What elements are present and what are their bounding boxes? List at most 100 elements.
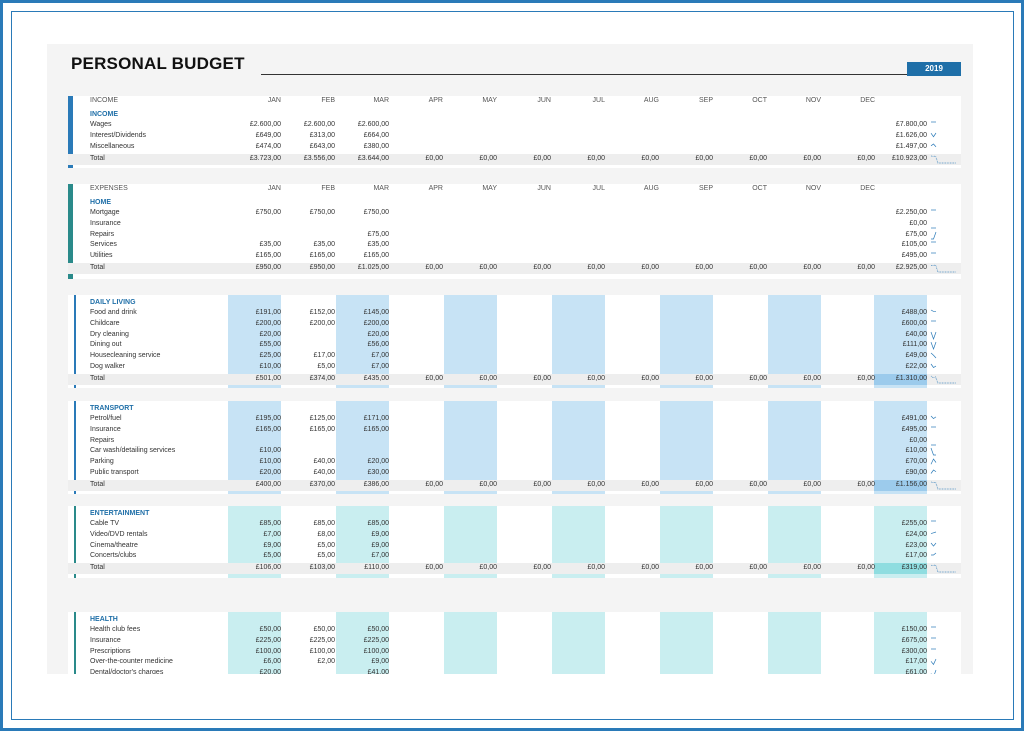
table-row: Interest/Dividends £649,00 £313,00 £664,00 £… [68,131,961,142]
cell-jan: £85,00 [259,520,281,527]
cell-feb: £17,00 [313,352,335,360]
cell-oct [715,519,767,530]
cell-nov [769,446,821,457]
cell-year: £105,00 [901,241,927,249]
cell-nov [769,530,821,541]
cell-oct [715,457,767,468]
cell-jul [553,251,605,262]
cell-jul [553,457,605,468]
month-header-feb: FEB [321,185,335,192]
cell-jul [553,240,605,251]
cell-jul: £0,00 [587,155,605,162]
table-row: Wages £2.600,00 £2.600,00 £2.600,00 £7.800,0… [68,120,961,131]
sparkline-path [931,231,937,239]
table-row: Repairs £75,00 £75,00 [68,230,961,241]
month-header-sep: SEP [698,97,713,104]
cell-jun [499,457,551,468]
cell-year: £675,00 [901,636,927,644]
cell-sep [661,319,713,330]
cell-feb: £165,00 [309,425,335,433]
cell-dec [823,446,875,457]
cell-jul [553,625,605,636]
cell-jan: £10,00 [259,458,281,466]
cell-jun [499,142,551,153]
cell-apr: £0,00 [425,264,443,271]
sparkline-chart [931,648,936,649]
category-label: ENTERTAINMENT [90,510,150,517]
sparkline-chart [930,458,937,465]
cell-jul: £0,00 [587,480,605,488]
category-row: HEALTH [68,615,961,626]
cell-apr: £0,00 [425,374,443,382]
cell-feb: £165,00 [309,252,335,260]
cell-dec [823,425,875,436]
cell-nov [769,657,821,668]
cell-jun [499,219,551,230]
cell-oct: £0,00 [749,564,767,572]
cell-dec: £0,00 [857,264,875,271]
cell-mar: £3.644,00 [357,155,389,162]
sparkline-chart [930,342,937,351]
row-label: Childcare [90,319,120,327]
cell-oct [715,541,767,552]
cell-aug [607,330,659,341]
table-row: Repairs £0,00 [68,436,961,447]
cell-may [445,446,497,457]
cell-dec [823,362,875,373]
row-label: Public transport [90,469,139,476]
table-row: Over-the-counter medicine £6,00 £2,00 £9,00… [68,657,961,668]
cell-nov [769,219,821,230]
cell-jul [553,636,605,647]
cell-jan: £6,00 [263,658,281,666]
cell-feb [283,340,335,351]
column-shading [660,295,713,388]
cell-feb: £370,00 [309,480,335,488]
cell-feb [283,446,335,457]
row-label: Parking [90,458,114,466]
row-label: Dry cleaning [90,330,129,338]
cell-year: £90,00 [905,469,927,476]
cell-jun [499,519,551,530]
row-label: Dog walker [90,363,126,370]
sparkline-chart [930,469,937,474]
cell-jul [553,446,605,457]
cell-jan: £10,00 [259,363,281,370]
cell-apr [391,142,443,153]
cell-jul [553,120,605,131]
cell-aug [607,541,659,552]
cell-mar: £7,00 [371,552,389,560]
cell-may [445,519,497,530]
sparkline-path [930,415,937,419]
cell-year: £24,00 [905,530,927,538]
table-row: Public transport £20,00 £40,00 £30,00 £90,00 [68,468,961,479]
cell-apr [391,319,443,330]
category-row: INCOME [68,110,961,121]
sparkline-path [931,553,937,556]
cell-sep [661,330,713,341]
cell-nov [769,240,821,251]
cell-oct [715,308,767,319]
row-label: Insurance [90,219,121,227]
cell-sep [661,120,713,131]
cell-jun: £0,00 [533,480,551,488]
row-label: Over-the-counter medicine [90,658,173,666]
cell-jul [553,362,605,373]
cell-mar: £100,00 [363,647,389,655]
cell-nov [769,668,821,674]
cell-apr [391,131,443,142]
cell-mar: £110,00 [364,564,389,572]
cell-apr: £0,00 [425,564,443,572]
cell-jun [499,436,551,447]
cell-nov [769,436,821,447]
sparkline-path [930,155,957,164]
sparkline-chart [931,252,936,254]
sparkline-path [930,659,937,666]
row-label: Total [90,264,105,271]
cell-dec: £0,00 [857,374,875,382]
row-label: Total [90,155,105,162]
category-row: TRANSPORT [68,404,961,415]
cell-apr [391,657,443,668]
cell-feb: £750,00 [309,209,335,216]
year-header [875,96,927,107]
table-row: Dog walker £10,00 £5,00 £7,00 £22,00 [68,362,961,373]
